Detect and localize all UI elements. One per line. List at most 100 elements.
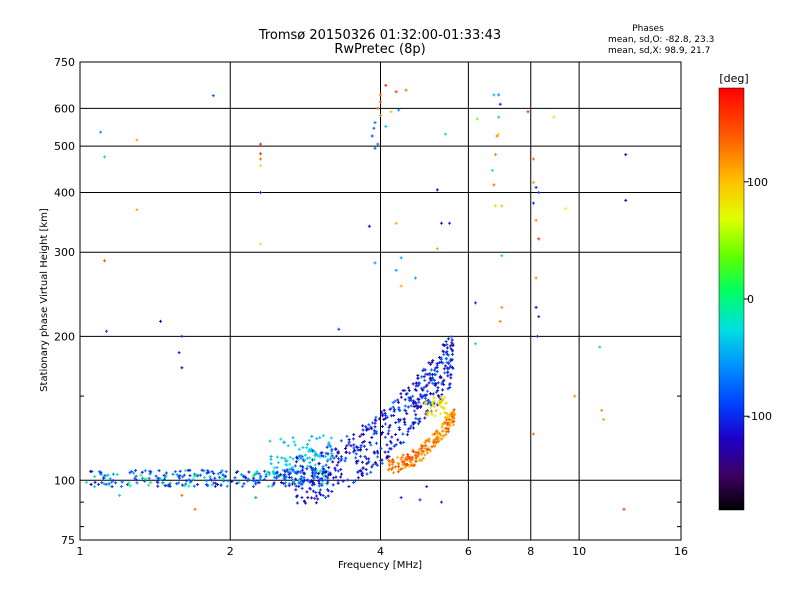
data-point [103, 474, 107, 478]
data-point [339, 459, 343, 463]
data-point [355, 445, 359, 449]
data-point [500, 204, 504, 208]
data-point [381, 414, 385, 418]
data-point [126, 483, 130, 487]
data-point [435, 362, 439, 366]
data-point [402, 417, 406, 421]
data-point [387, 429, 391, 433]
data-point [436, 431, 440, 435]
data-point [312, 469, 316, 473]
data-point [235, 481, 239, 485]
data-point [102, 482, 106, 486]
data-point [441, 398, 445, 402]
data-point [431, 392, 435, 396]
data-point [344, 450, 348, 454]
data-point [424, 393, 428, 397]
data-point [297, 447, 301, 451]
data-point [154, 474, 158, 478]
data-point [339, 475, 343, 479]
data-point [397, 108, 401, 112]
data-point [414, 451, 418, 455]
data-point [367, 224, 371, 228]
data-point [362, 444, 366, 448]
data-point [414, 416, 418, 420]
data-point [314, 494, 318, 498]
data-point [389, 110, 393, 114]
data-point [337, 457, 341, 461]
data-point [345, 434, 349, 438]
chart-title: Tromsø 20150326 01:32:00-01:33:43 [258, 28, 501, 43]
data-point [446, 427, 450, 431]
data-point [492, 93, 496, 97]
data-point [294, 460, 298, 464]
data-point [259, 164, 263, 168]
data-point [441, 350, 445, 354]
data-point [379, 446, 383, 450]
data-point [369, 443, 373, 447]
data-point [186, 468, 190, 472]
data-point [318, 488, 322, 492]
data-point [624, 198, 628, 202]
data-point [442, 407, 446, 411]
data-point [442, 353, 446, 357]
data-point [316, 472, 320, 476]
data-point [412, 421, 416, 425]
data-point [385, 456, 389, 460]
data-point [414, 404, 418, 408]
data-point [323, 454, 327, 458]
data-point [294, 488, 298, 492]
data-point [134, 478, 138, 482]
data-point [396, 400, 400, 404]
data-point [100, 481, 104, 485]
data-point [284, 463, 288, 467]
data-point [128, 471, 132, 475]
data-point [428, 377, 432, 381]
data-point [334, 475, 338, 479]
data-point [388, 439, 392, 443]
data-point [311, 471, 315, 475]
data-point [306, 496, 310, 500]
data-point [406, 452, 410, 456]
data-point [114, 481, 118, 485]
x-tick-label: 8 [527, 545, 534, 558]
data-point [390, 467, 394, 471]
data-point [285, 468, 289, 472]
data-point [417, 452, 421, 456]
data-point [99, 470, 103, 474]
data-point [435, 188, 439, 192]
data-point [216, 472, 220, 476]
data-point [431, 372, 435, 376]
data-point [318, 455, 322, 459]
data-point [233, 476, 237, 480]
data-point [531, 157, 535, 161]
data-point [293, 482, 297, 486]
data-point [272, 481, 276, 485]
data-point [445, 418, 449, 422]
data-point [295, 494, 299, 498]
data-point [97, 470, 101, 474]
data-point [208, 475, 212, 479]
data-point [244, 476, 248, 480]
data-point [326, 470, 330, 474]
x-tick-label: 16 [674, 545, 688, 558]
x-tick-label: 10 [572, 545, 586, 558]
phases-title: Phases [632, 24, 664, 34]
data-point [358, 434, 362, 438]
data-point [164, 474, 168, 478]
data-point [444, 432, 448, 436]
data-point [159, 319, 163, 323]
data-point [210, 483, 214, 487]
data-point [196, 482, 200, 486]
plot-frame [79, 61, 682, 541]
data-point [447, 415, 451, 419]
data-point [418, 457, 422, 461]
data-point [404, 409, 408, 413]
data-point [389, 414, 393, 418]
data-point [403, 398, 407, 402]
data-point [422, 375, 426, 379]
data-point [192, 474, 196, 478]
data-point [452, 413, 456, 417]
data-point [416, 417, 420, 421]
data-point [134, 474, 138, 478]
data-point [371, 421, 375, 425]
